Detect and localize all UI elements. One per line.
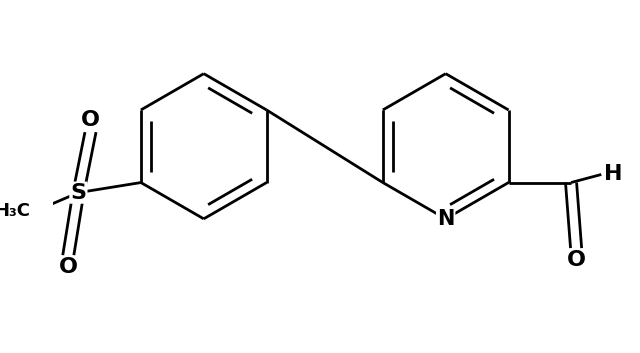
Text: S: S xyxy=(70,183,86,203)
Text: H₃C: H₃C xyxy=(0,202,31,220)
Text: O: O xyxy=(81,110,100,130)
Text: O: O xyxy=(566,250,586,270)
Text: N: N xyxy=(437,209,454,229)
Text: H: H xyxy=(604,164,623,185)
Text: O: O xyxy=(59,257,78,277)
